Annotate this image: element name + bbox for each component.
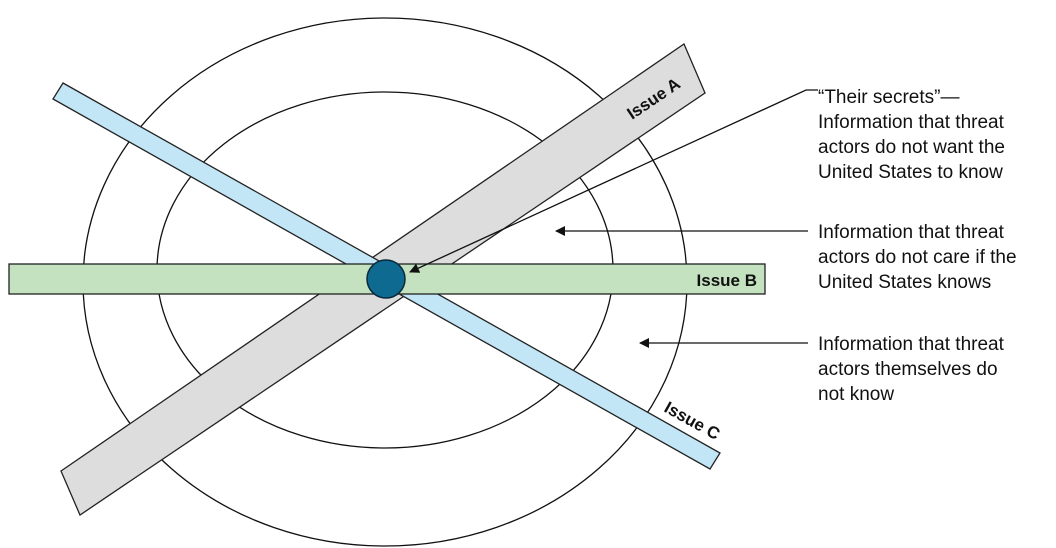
issue-b-label: Issue B — [697, 271, 757, 290]
secrets-annotation: “Their secrets”— Information that threat… — [818, 87, 1010, 183]
secrets-line-1: “Their secrets”— — [818, 87, 959, 108]
secrets-leader-arrow — [409, 89, 818, 273]
unknown-line-2: actors themselves do — [818, 359, 998, 380]
secrets-line-3: actors do not want the — [818, 137, 1005, 158]
dont-care-annotation: Information that threat actors do not ca… — [818, 222, 1022, 293]
dont-care-line-2: actors do not care if the — [818, 247, 1017, 268]
unknown-annotation: Information that threat actors themselve… — [818, 334, 1009, 405]
unknown-line-3: not know — [818, 384, 894, 405]
dont-care-line-3: United States knows — [818, 272, 991, 293]
dont-care-line-1: Information that threat — [818, 222, 1005, 243]
center-circle — [366, 259, 406, 299]
secrets-line-2: Information that threat — [818, 112, 1005, 133]
unknown-line-1: Information that threat — [818, 334, 1005, 355]
secrets-line-4: United States to know — [818, 162, 1003, 183]
